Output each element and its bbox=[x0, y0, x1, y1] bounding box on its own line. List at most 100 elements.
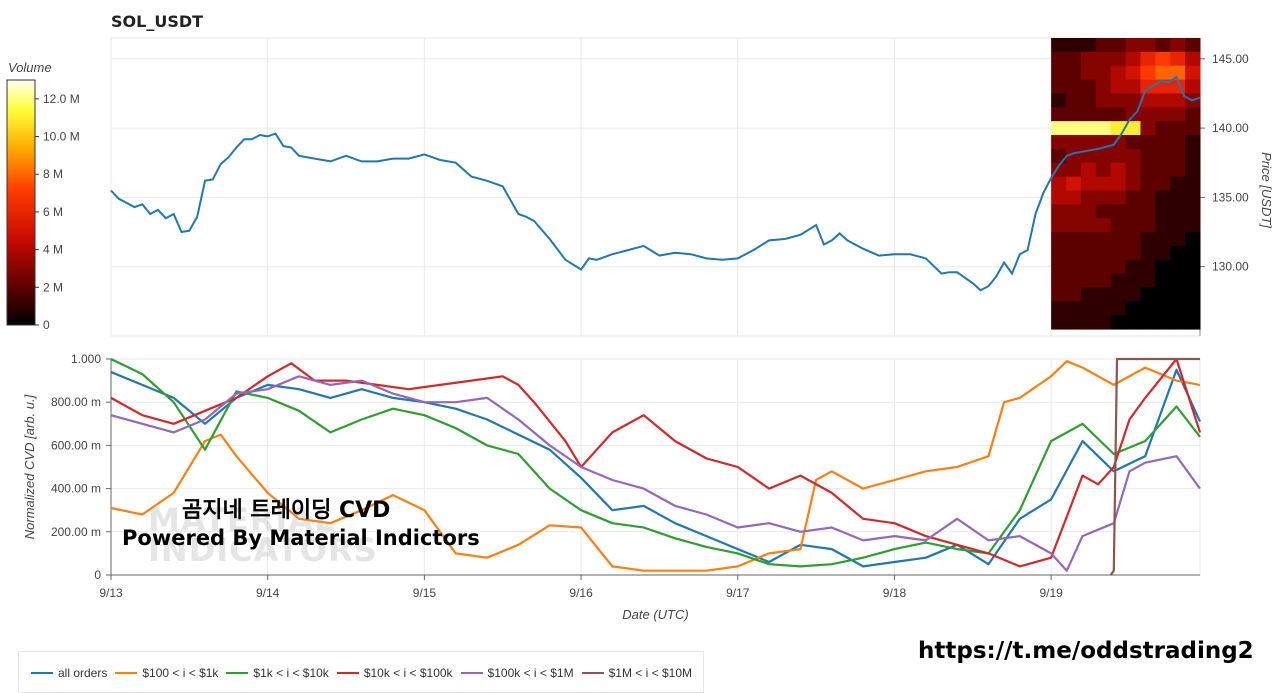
heatmap-cell bbox=[1125, 148, 1141, 164]
heatmap-cell bbox=[1125, 121, 1141, 136]
legend-item[interactable]: $1k < i < $10k bbox=[226, 666, 329, 680]
heatmap-cell bbox=[1125, 301, 1141, 316]
heatmap-cell bbox=[1066, 79, 1082, 94]
heatmap-cell bbox=[1125, 245, 1141, 261]
heatmap-cell bbox=[1095, 218, 1112, 233]
heatmap-cell bbox=[1095, 204, 1112, 219]
heatmap-cell bbox=[1080, 135, 1097, 150]
heatmap-cell bbox=[1125, 259, 1141, 275]
heatmap-cell bbox=[1125, 38, 1141, 53]
heatmap-cell bbox=[1051, 107, 1067, 122]
heatmap-cell bbox=[1066, 287, 1082, 302]
legend-item[interactable]: $100 < i < $1k bbox=[115, 666, 218, 680]
heatmap-cell bbox=[1080, 287, 1097, 302]
heatmap-cell bbox=[1110, 38, 1127, 53]
heatmap-cell bbox=[1066, 135, 1082, 150]
price-axis-label: Price [USDT] bbox=[1259, 152, 1274, 228]
heatmap-cell bbox=[1185, 135, 1201, 150]
heatmap-cell bbox=[1140, 51, 1156, 67]
legend-item[interactable]: $1M < i < $10M bbox=[581, 666, 692, 680]
heatmap-cell bbox=[1051, 190, 1067, 205]
cvd-tick-label: 600.00 m bbox=[51, 438, 101, 452]
heatmap-cell bbox=[1051, 176, 1067, 191]
heatmap-cell bbox=[1110, 301, 1127, 316]
heatmap-cell bbox=[1155, 218, 1171, 233]
heatmap-cell bbox=[1110, 107, 1127, 122]
heatmap-cell bbox=[1066, 218, 1082, 233]
heatmap-cell bbox=[1110, 65, 1127, 81]
heatmap-cell bbox=[1080, 301, 1097, 316]
heatmap-cell bbox=[1185, 65, 1201, 81]
heatmap-cell bbox=[1051, 218, 1067, 233]
cvd-series-line-4 bbox=[110, 375, 1201, 572]
heatmap-cell bbox=[1125, 176, 1141, 191]
heatmap-cell bbox=[1095, 176, 1112, 191]
heatmap-cell bbox=[1110, 259, 1127, 275]
heatmap-cell bbox=[1185, 51, 1201, 67]
heatmap-cell bbox=[1080, 107, 1097, 122]
heatmap-cell bbox=[1140, 287, 1156, 302]
heatmap-cell bbox=[1125, 135, 1141, 150]
footer-url[interactable]: https://t.me/oddstrading2 bbox=[918, 638, 1254, 664]
price-tick-label: 135.00 bbox=[1212, 190, 1249, 204]
watermark-subtitle: Powered By Material Indictors bbox=[122, 526, 480, 550]
colorbar-tick-label: 2 M bbox=[43, 280, 63, 294]
legend-label: $1k < i < $10k bbox=[253, 666, 329, 680]
heatmap-cell bbox=[1185, 107, 1201, 122]
heatmap-cell bbox=[1095, 107, 1112, 122]
heatmap-cell bbox=[1125, 79, 1141, 94]
legend-label: $1M < i < $10M bbox=[608, 666, 692, 680]
heatmap-cell bbox=[1051, 51, 1067, 67]
heatmap-cell bbox=[1080, 79, 1097, 94]
cvd-series-line-2 bbox=[110, 358, 1201, 568]
heatmap-cell bbox=[1170, 190, 1186, 205]
heatmap-cell bbox=[1110, 245, 1127, 261]
heatmap-cell bbox=[1080, 162, 1097, 178]
legend-label: $10k < i < $100k bbox=[363, 666, 453, 680]
heatmap-cell bbox=[1051, 135, 1067, 150]
heatmap-cell bbox=[1170, 218, 1186, 233]
heatmap-cell bbox=[1155, 121, 1171, 136]
heatmap-cell bbox=[1170, 245, 1186, 261]
heatmap-cell bbox=[1125, 190, 1141, 205]
heatmap-cell bbox=[1170, 51, 1186, 67]
heatmap-cell bbox=[1066, 259, 1082, 275]
heatmap-cell bbox=[1051, 245, 1067, 261]
heatmap-cell bbox=[1051, 93, 1067, 108]
heatmap-cell bbox=[1140, 273, 1156, 288]
legend-item[interactable]: all orders bbox=[31, 666, 107, 680]
heatmap-cell bbox=[1125, 287, 1141, 302]
watermark-title: 곰지네 트레이딩 CVD bbox=[182, 498, 391, 523]
colorbar bbox=[6, 79, 36, 326]
heatmap-cell bbox=[1051, 315, 1067, 330]
heatmap-cell bbox=[1185, 148, 1201, 164]
heatmap-cell bbox=[1125, 65, 1141, 81]
heatmap-cell bbox=[1140, 245, 1156, 261]
heatmap-cell bbox=[1095, 301, 1112, 316]
heatmap-cell bbox=[1185, 79, 1201, 94]
heatmap-cell bbox=[1080, 190, 1097, 205]
heatmap-cell bbox=[1080, 121, 1097, 136]
cvd-tick-label: 200.00 m bbox=[51, 525, 101, 539]
cvd-series-line-5 bbox=[1109, 357, 1200, 576]
heatmap-cell bbox=[1080, 176, 1097, 191]
heatmap-cell bbox=[1066, 315, 1082, 330]
legend-item[interactable]: $10k < i < $100k bbox=[336, 666, 453, 680]
cvd-tick-label: 9/19 bbox=[1039, 586, 1063, 600]
heatmap-cell bbox=[1185, 301, 1201, 316]
heatmap-cell bbox=[1051, 301, 1067, 316]
heatmap-cell bbox=[1066, 245, 1082, 261]
heatmap-cell bbox=[1095, 51, 1112, 67]
heatmap-cell bbox=[1095, 38, 1112, 53]
heatmap-cell bbox=[1125, 232, 1141, 247]
heatmap-cell bbox=[1125, 93, 1141, 108]
heatmap-cell bbox=[1080, 245, 1097, 261]
legend-item[interactable]: $100k < i < $1M bbox=[460, 666, 574, 680]
heatmap-cell bbox=[1051, 232, 1067, 247]
heatmap-cell bbox=[1066, 65, 1082, 81]
heatmap-cell bbox=[1155, 315, 1171, 330]
heatmap-cell bbox=[1066, 204, 1082, 219]
heatmap-cell bbox=[1110, 135, 1127, 150]
cvd-plot-area bbox=[110, 358, 1201, 576]
